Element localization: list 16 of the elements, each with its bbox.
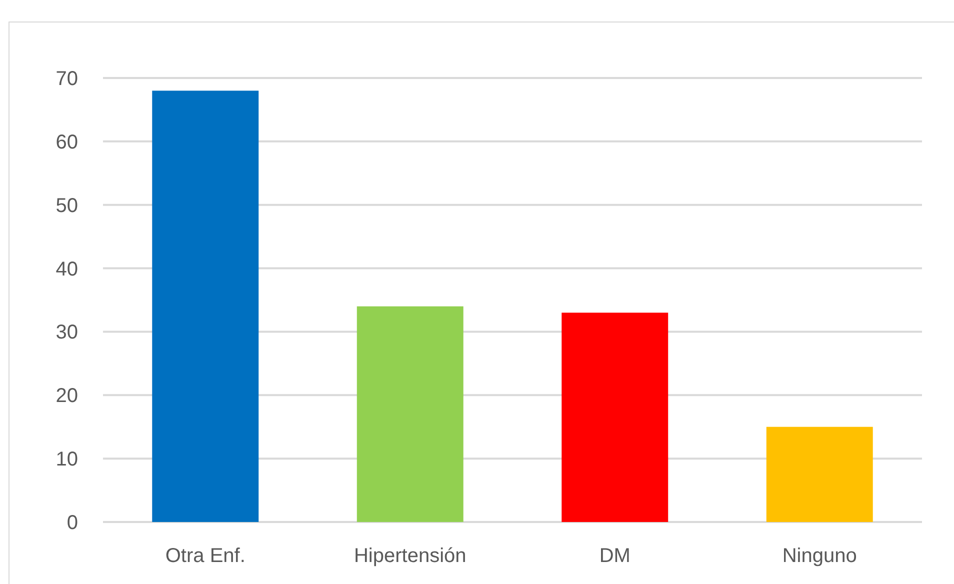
bar — [562, 312, 668, 522]
x-tick-label: Otra Enf. — [165, 545, 246, 567]
x-tick-label: Hipertensión — [354, 545, 466, 567]
bar — [152, 90, 259, 522]
y-tick-label: 50 — [56, 194, 78, 217]
x-tick-label: Ninguno — [782, 545, 857, 567]
bar — [766, 426, 873, 522]
y-tick-label: 20 — [56, 385, 78, 408]
y-tick-label: 30 — [56, 322, 78, 344]
y-tick-label: 70 — [56, 68, 78, 90]
bar — [356, 306, 464, 522]
x-tick-label: DM — [599, 545, 630, 567]
y-tick-label: 40 — [56, 258, 78, 280]
y-tick-label: 0 — [66, 512, 78, 534]
y-tick-label: 60 — [56, 131, 78, 154]
y-tick-label: 10 — [56, 448, 78, 471]
